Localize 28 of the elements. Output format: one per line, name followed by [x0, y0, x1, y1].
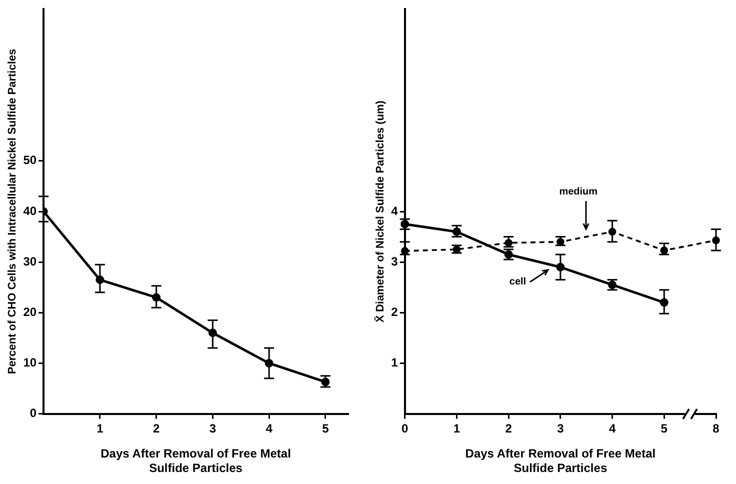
legend-label: cell [509, 276, 526, 288]
y-tick-label: 0 [30, 406, 37, 420]
x-axis-title: Days After Removal of Free Metal Sulfide Particles [100, 446, 291, 476]
y-tick-label: 50 [23, 153, 37, 168]
y-tick-label: 40 [23, 204, 37, 218]
x-tick-label: 1 [96, 421, 104, 436]
x-tick-label: 3 [557, 421, 564, 436]
y-tick-label: 2 [391, 304, 398, 319]
y-tick-label: 30 [23, 254, 37, 268]
x-tick-label: 8 [712, 421, 720, 436]
y-tick-label: 10 [23, 356, 37, 370]
y-tick-label: 4 [391, 204, 398, 218]
y-tick-label: 20 [23, 304, 37, 319]
text: medium [559, 186, 598, 198]
x-tick-label: 2 [505, 421, 512, 436]
y-axis-title: X̄ Diameter of Nickel Sulfide Particles (um) [374, 100, 387, 322]
y-tick-label: 3 [391, 254, 398, 268]
x-tick-label: 2 [152, 421, 160, 436]
y-axis-title: Percent of CHO Cells with Intracellular Nickel Sulfide Particles [6, 48, 19, 374]
x-tick-label: 0 [402, 421, 409, 436]
x-tick-label: 4 [266, 421, 273, 436]
y-tick-label: 1 [391, 356, 398, 370]
x-tick-label: 5 [660, 421, 668, 436]
x-tick-label: 1 [453, 421, 460, 436]
x-tick-label: 3 [209, 421, 216, 436]
x-tick-label: 5 [322, 421, 330, 436]
x-axis-title: Days After Removal of Free Metal Sulfide Particles [465, 446, 656, 476]
x-tick-label: 4 [608, 421, 616, 436]
